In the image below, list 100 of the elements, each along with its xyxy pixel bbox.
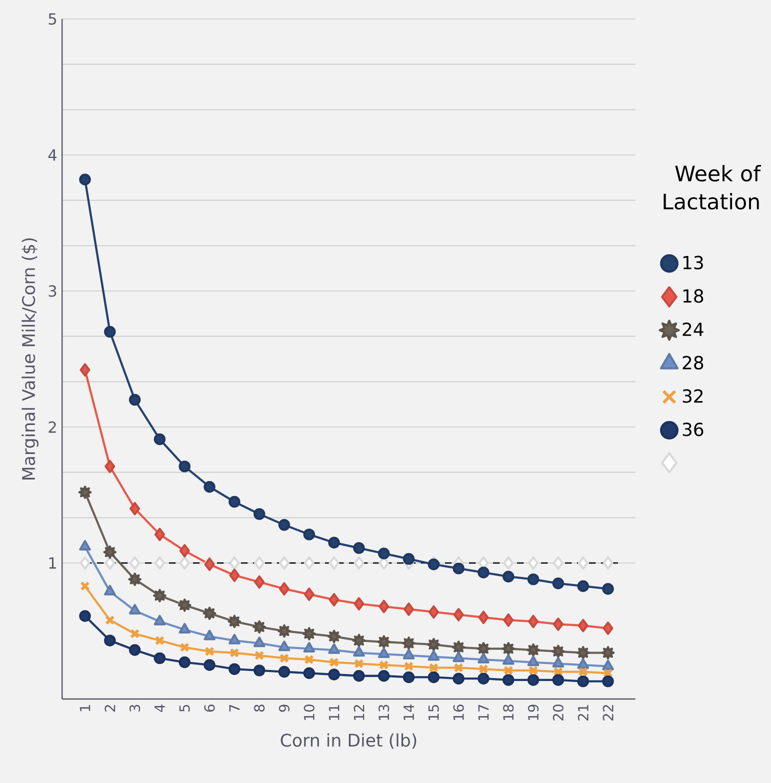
point (303, 667, 316, 680)
point (378, 600, 390, 614)
point (576, 646, 590, 660)
point (328, 593, 340, 606)
point (104, 460, 116, 474)
point (104, 634, 116, 646)
point (452, 672, 464, 684)
point (128, 394, 141, 406)
legend-label: 24 (682, 322, 704, 336)
point (154, 556, 165, 570)
point (577, 580, 589, 592)
legend-label: 32 (682, 389, 703, 403)
point (526, 643, 540, 657)
point (229, 568, 240, 582)
x-tick-label: 6 (204, 704, 215, 712)
x-tick-label: 3 (130, 704, 140, 712)
point (253, 508, 266, 520)
y-tick-label: 1 (49, 557, 56, 569)
point (452, 562, 464, 574)
point (527, 656, 540, 666)
legend-label: 28 (682, 356, 704, 370)
point (428, 662, 439, 673)
point (578, 666, 588, 677)
point (378, 548, 390, 560)
point (428, 671, 440, 684)
point (578, 556, 588, 570)
point (130, 628, 140, 639)
point (453, 608, 464, 622)
point (278, 640, 290, 652)
point (128, 644, 141, 656)
x-tick-label: 10 (304, 704, 314, 720)
x-tick-label: 11 (328, 705, 340, 720)
point (303, 528, 316, 540)
point (154, 636, 165, 646)
point (553, 666, 564, 677)
point (80, 556, 90, 570)
point (279, 653, 290, 664)
point (104, 556, 116, 570)
y-tick-label: 4 (48, 149, 57, 161)
point (204, 630, 216, 640)
point (404, 602, 414, 616)
point (78, 486, 92, 499)
point (253, 636, 266, 648)
point (254, 556, 265, 570)
point (179, 544, 190, 558)
point (402, 553, 415, 565)
x-tick-label: 7 (229, 704, 240, 712)
x-tick-label: 9 (278, 704, 290, 712)
point (378, 670, 390, 682)
point (602, 675, 614, 688)
point (528, 666, 538, 676)
point (478, 566, 490, 578)
x-tick-label: 15 (428, 704, 439, 720)
x-tick-label: 17 (478, 704, 489, 720)
legend-label: 36 (682, 422, 704, 436)
point (303, 642, 316, 653)
point (328, 643, 340, 654)
point (178, 460, 190, 472)
point (202, 606, 216, 620)
point (354, 658, 364, 668)
point (304, 654, 314, 664)
point (452, 652, 464, 662)
y-axis-title: Marginal Value Milk/Corn ($) (22, 238, 38, 480)
point (602, 660, 614, 670)
point (80, 363, 90, 377)
point (204, 480, 216, 493)
x-tick-label: 13 (378, 704, 390, 720)
point (328, 556, 340, 570)
point (204, 646, 214, 656)
point (454, 662, 464, 673)
point (528, 556, 539, 570)
legend-label: 18 (683, 289, 704, 303)
point (602, 556, 614, 570)
legend-label: 13 (683, 256, 703, 270)
point (502, 674, 514, 686)
point (178, 656, 190, 668)
x-tick-label: 4 (154, 704, 165, 712)
point (228, 496, 240, 508)
y-tick-label: 3 (48, 285, 56, 297)
point (379, 660, 389, 670)
point (502, 570, 514, 582)
point (328, 536, 340, 548)
point (352, 634, 366, 648)
point (104, 584, 116, 596)
point (154, 652, 166, 664)
point (154, 528, 165, 542)
point (304, 588, 314, 601)
point (478, 652, 490, 664)
point (178, 598, 192, 612)
point (428, 605, 439, 619)
point (503, 556, 514, 570)
point (254, 575, 265, 589)
point (577, 675, 589, 688)
point (278, 519, 290, 531)
x-tick-label: 19 (528, 704, 539, 720)
y-tick-label: 5 (48, 13, 56, 25)
x-tick-label: 21 (578, 705, 588, 720)
point (353, 542, 365, 554)
point (353, 670, 365, 682)
point (502, 642, 516, 656)
